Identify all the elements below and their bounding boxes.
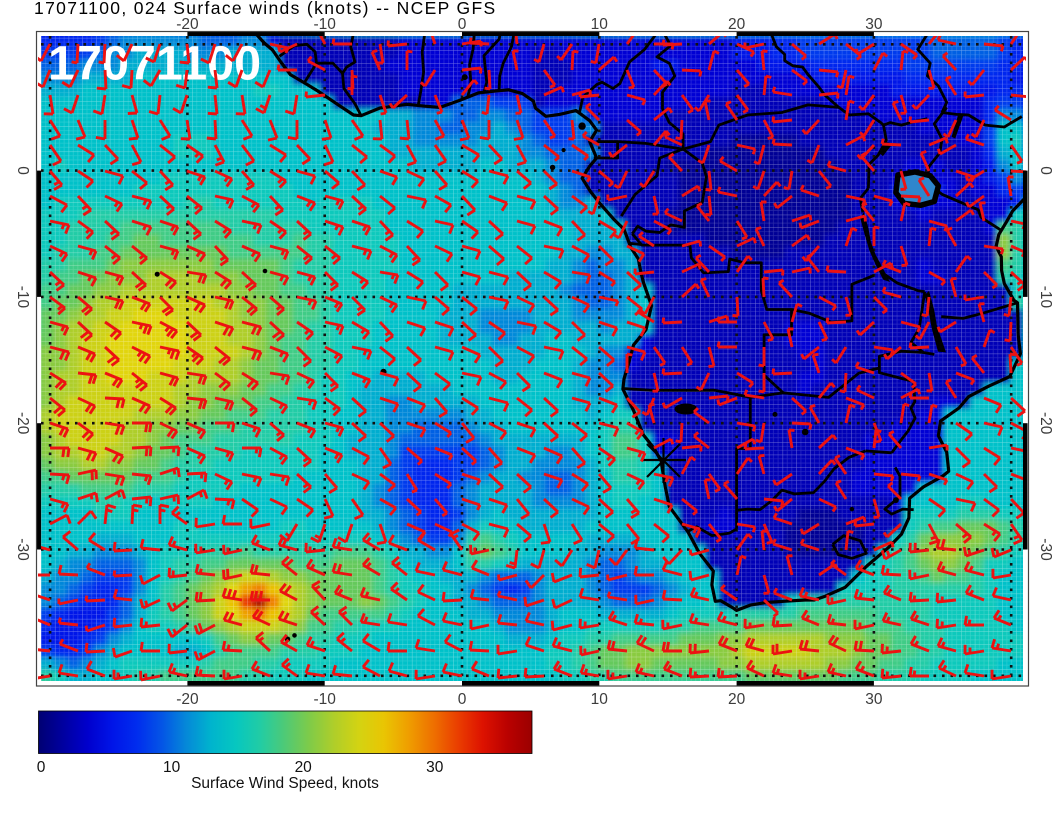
svg-text:0: 0	[37, 759, 46, 776]
svg-text:0: 0	[14, 166, 31, 175]
svg-text:17071100, 024 Surface winds (k: 17071100, 024 Surface winds (knots) -- N…	[34, 0, 497, 18]
svg-text:-10: -10	[14, 286, 31, 309]
svg-text:-20: -20	[176, 16, 199, 33]
svg-text:0: 0	[458, 691, 467, 708]
svg-text:-10: -10	[1037, 286, 1054, 309]
svg-text:Surface Wind Speed, knots: Surface Wind Speed, knots	[191, 775, 379, 792]
svg-text:-10: -10	[313, 16, 336, 33]
svg-text:0: 0	[458, 16, 467, 33]
svg-text:30: 30	[865, 691, 883, 708]
svg-text:20: 20	[728, 16, 746, 33]
svg-text:-30: -30	[14, 538, 31, 561]
svg-text:-30: -30	[1037, 538, 1054, 561]
svg-text:20: 20	[728, 691, 746, 708]
svg-text:10: 10	[163, 759, 181, 776]
svg-text:30: 30	[426, 759, 444, 776]
svg-text:10: 10	[591, 16, 609, 33]
svg-text:20: 20	[295, 759, 313, 776]
svg-text:-20: -20	[14, 412, 31, 435]
svg-text:10: 10	[591, 691, 609, 708]
svg-text:30: 30	[865, 16, 883, 33]
svg-text:-10: -10	[313, 691, 336, 708]
svg-text:-20: -20	[176, 691, 199, 708]
svg-text:-20: -20	[1037, 412, 1054, 435]
svg-text:0: 0	[1037, 166, 1054, 175]
